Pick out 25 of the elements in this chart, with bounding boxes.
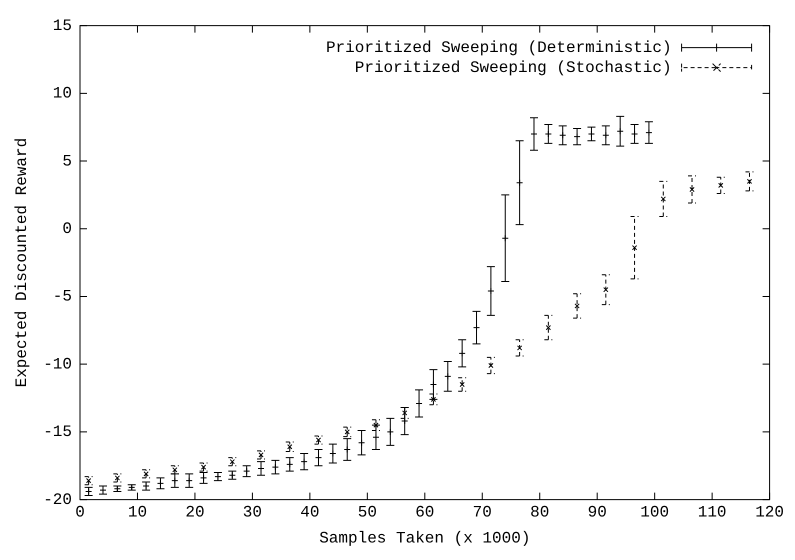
y-tick-label: 0 [62,220,72,238]
x-tick-label: 90 [588,503,607,522]
y-tick-label: -15 [43,423,72,442]
x-tick-label: 60 [415,503,434,522]
y-tick-label: -5 [52,288,72,306]
x-tick-label: 0 [75,503,85,522]
y-tick-label: -10 [43,355,72,374]
x-tick-label: 50 [358,503,377,522]
x-tick-label: 30 [242,503,262,522]
x-tick-label: 100 [640,503,670,522]
y-tick-label: -20 [43,490,72,509]
y-tick-label: 15 [52,16,72,35]
x-axis-title: Samples Taken (x 1000) [319,530,530,548]
x-tick-label: 20 [185,503,205,522]
legend-label: Prioritized Sweeping (Stochastic) [354,58,672,77]
x-tick-label: 70 [472,503,492,522]
legend-label: Prioritized Sweeping (Deterministic) [326,38,672,57]
x-tick-label: 120 [755,503,784,522]
x-tick-label: 80 [530,503,550,522]
y-tick-label: 10 [52,84,72,103]
x-tick-label: 40 [300,503,320,522]
y-axis-title: Expected Discounted Reward [12,138,31,388]
x-tick-label: 110 [698,503,727,522]
x-tick-label: 10 [128,503,148,522]
y-tick-label: 5 [62,152,72,170]
